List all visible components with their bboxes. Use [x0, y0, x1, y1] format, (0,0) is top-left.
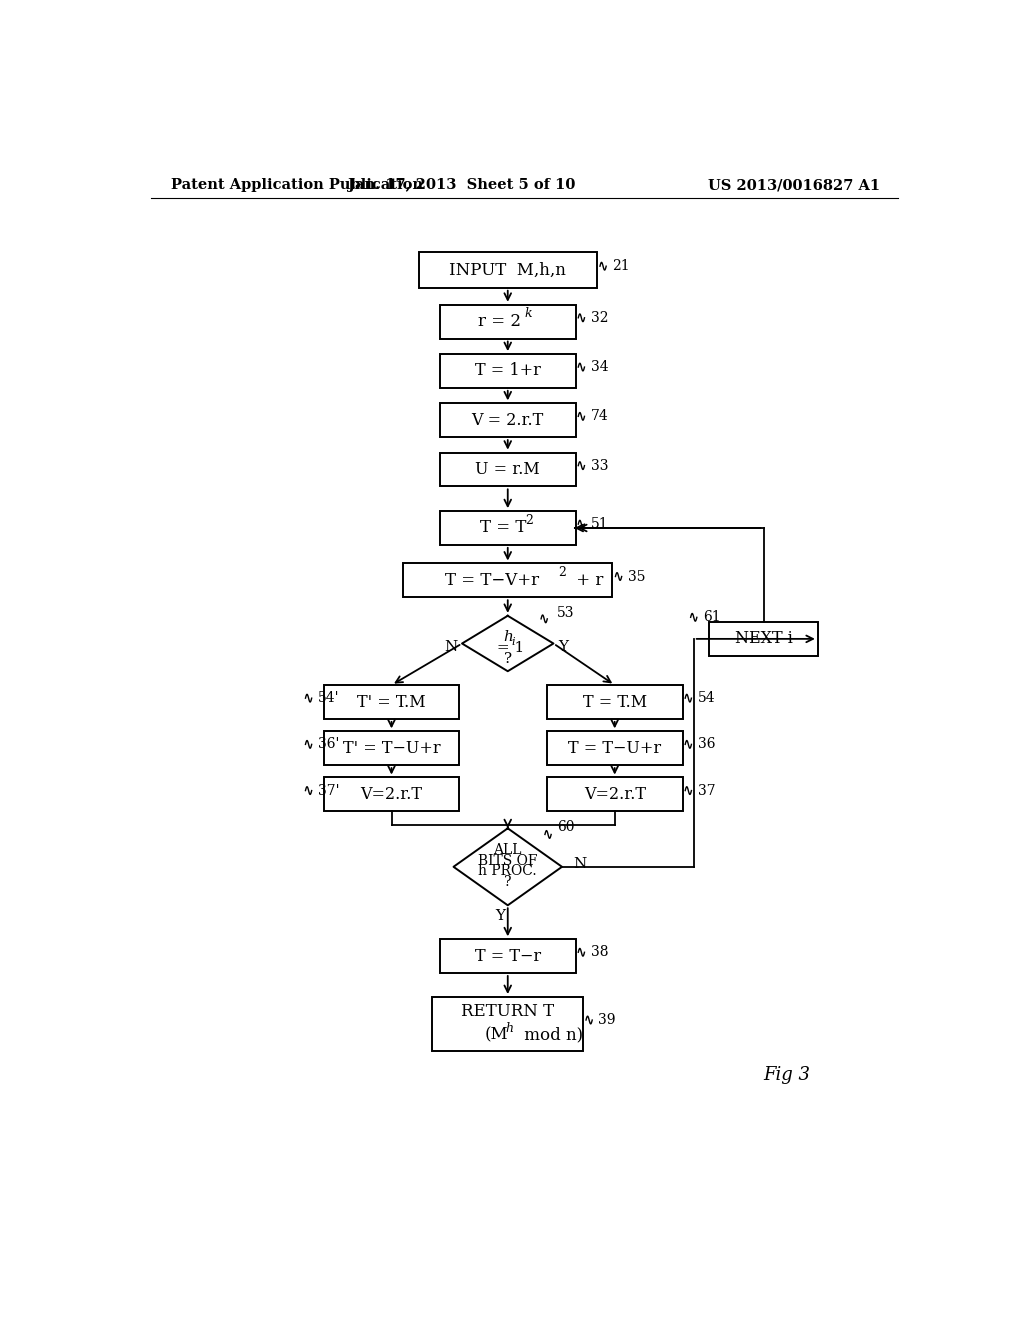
Text: mod n): mod n): [518, 1026, 583, 1043]
Text: U = r.M: U = r.M: [475, 461, 540, 478]
Text: 61: 61: [703, 610, 721, 624]
Text: 33: 33: [591, 458, 608, 473]
Bar: [324, 777, 460, 812]
Text: T = T.M: T = T.M: [583, 693, 647, 710]
Text: T = T−U+r: T = T−U+r: [568, 739, 662, 756]
Bar: [547, 777, 683, 812]
Text: 36: 36: [697, 738, 715, 751]
Text: 2: 2: [525, 513, 534, 527]
Text: 39: 39: [598, 1012, 615, 1027]
Text: 51: 51: [591, 517, 608, 531]
Text: k: k: [524, 308, 531, 321]
Bar: [440, 305, 575, 339]
Text: r = 2: r = 2: [478, 313, 521, 330]
Bar: [440, 940, 575, 973]
Text: h: h: [505, 1022, 513, 1035]
Bar: [440, 354, 575, 388]
Text: INPUT  M,h,n: INPUT M,h,n: [450, 261, 566, 279]
Bar: [419, 252, 597, 288]
Text: Jan. 17, 2013  Sheet 5 of 10: Jan. 17, 2013 Sheet 5 of 10: [347, 178, 574, 193]
Bar: [432, 997, 584, 1051]
Text: 37': 37': [317, 784, 339, 797]
Text: ?: ?: [504, 875, 512, 890]
Bar: [440, 511, 575, 545]
Text: i: i: [511, 638, 515, 647]
Text: N: N: [572, 857, 586, 871]
Text: h PROC.: h PROC.: [478, 865, 537, 878]
Text: RETURN T: RETURN T: [461, 1003, 554, 1020]
Text: 60: 60: [557, 820, 574, 834]
Text: h: h: [503, 631, 513, 644]
Text: 54: 54: [697, 692, 715, 705]
Text: 54': 54': [317, 692, 339, 705]
Bar: [403, 564, 612, 598]
Bar: [547, 685, 683, 719]
Bar: [547, 731, 683, 766]
Text: T = T: T = T: [480, 520, 526, 536]
Text: NEXT i: NEXT i: [734, 631, 793, 647]
Text: ALL: ALL: [494, 843, 522, 857]
Text: V=2.r.T: V=2.r.T: [360, 785, 423, 803]
Text: T' = T−U+r: T' = T−U+r: [343, 739, 440, 756]
Text: BITS OF: BITS OF: [478, 854, 538, 867]
Text: T = 1+r: T = 1+r: [475, 363, 541, 379]
Bar: [324, 685, 460, 719]
Text: 38: 38: [591, 945, 608, 960]
Text: 74: 74: [591, 409, 608, 424]
Bar: [324, 731, 460, 766]
Bar: [710, 622, 818, 656]
Text: N: N: [444, 640, 458, 653]
Text: 37: 37: [697, 784, 715, 797]
Text: V=2.r.T: V=2.r.T: [584, 785, 646, 803]
Text: 2: 2: [558, 566, 566, 579]
Text: T = T−V+r: T = T−V+r: [445, 572, 540, 589]
Text: T' = T.M: T' = T.M: [357, 693, 426, 710]
Polygon shape: [462, 615, 554, 671]
Bar: [440, 453, 575, 487]
Text: 21: 21: [612, 259, 630, 273]
Text: 53: 53: [557, 606, 574, 619]
Text: 36': 36': [317, 738, 339, 751]
Text: Patent Application Publication: Patent Application Publication: [171, 178, 423, 193]
Text: US 2013/0016827 A1: US 2013/0016827 A1: [708, 178, 880, 193]
Bar: [440, 404, 575, 437]
Text: (M: (M: [485, 1026, 509, 1043]
Text: 34: 34: [591, 360, 608, 374]
Text: + r: + r: [571, 572, 604, 589]
Text: 32: 32: [591, 310, 608, 325]
Polygon shape: [454, 829, 562, 906]
Text: ?: ?: [504, 652, 512, 665]
Text: T = T−r: T = T−r: [475, 948, 541, 965]
Text: Y: Y: [558, 640, 567, 653]
Text: Y: Y: [495, 909, 505, 923]
Text: V = 2.r.T: V = 2.r.T: [472, 412, 544, 429]
Text: Fig 3: Fig 3: [764, 1065, 811, 1084]
Text: = 1: = 1: [492, 642, 524, 655]
Text: 35: 35: [628, 569, 645, 583]
